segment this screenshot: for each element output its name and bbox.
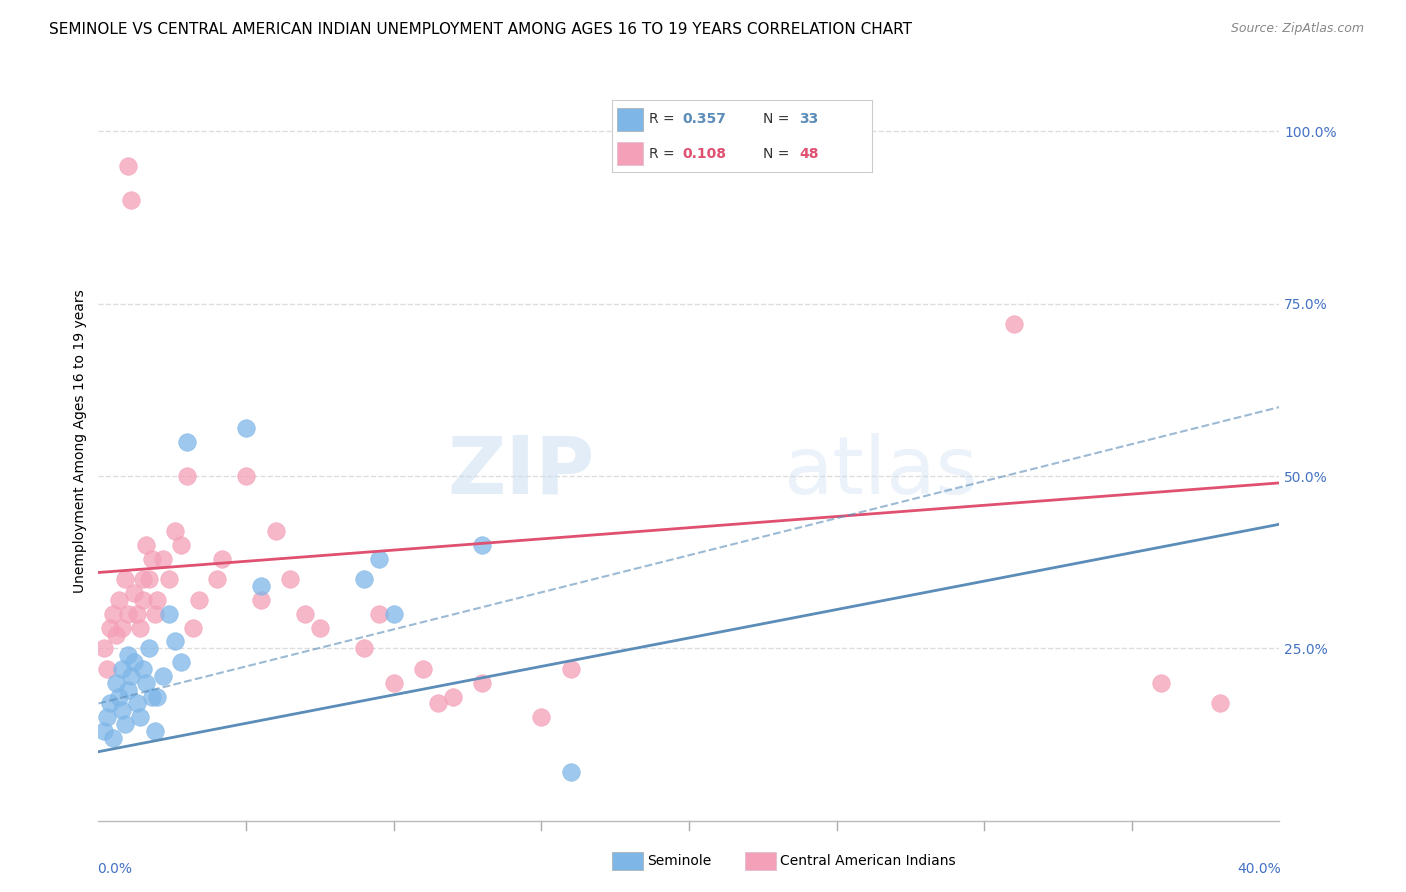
Point [205, 573, 228, 587]
Point [250, 593, 273, 607]
Point [471, 538, 494, 552]
Point [143, 724, 166, 739]
Point [117, 648, 139, 663]
Point [170, 655, 193, 669]
Point [353, 641, 375, 656]
Point [111, 703, 134, 717]
Point [427, 697, 450, 711]
Point [108, 593, 131, 607]
Point [165, 524, 187, 538]
Point [382, 675, 405, 690]
Point [146, 690, 169, 704]
Point [108, 690, 131, 704]
Text: ZIP: ZIP [447, 433, 595, 511]
Point [368, 607, 391, 621]
Point [120, 669, 142, 683]
Text: Central American Indians: Central American Indians [780, 854, 956, 868]
Point [471, 675, 494, 690]
Point [128, 710, 150, 724]
Point [141, 690, 163, 704]
Point [309, 621, 332, 635]
Point [157, 607, 180, 621]
Point [250, 579, 273, 593]
Point [132, 593, 155, 607]
Point [170, 538, 193, 552]
Point [93, 724, 115, 739]
Point [135, 538, 157, 552]
Y-axis label: Unemployment Among Ages 16 to 19 years: Unemployment Among Ages 16 to 19 years [73, 290, 87, 593]
Point [138, 641, 160, 656]
Point [157, 573, 180, 587]
Point [441, 690, 464, 704]
Point [187, 593, 209, 607]
Point [560, 662, 582, 676]
Point [117, 607, 139, 621]
Point [181, 621, 204, 635]
Point [117, 682, 139, 697]
Point [135, 675, 157, 690]
Point [382, 607, 405, 621]
Point [211, 551, 233, 566]
Point [96, 710, 118, 724]
Text: SEMINOLE VS CENTRAL AMERICAN INDIAN UNEMPLOYMENT AMONG AGES 16 TO 19 YEARS CORRE: SEMINOLE VS CENTRAL AMERICAN INDIAN UNEM… [49, 22, 912, 37]
Text: Seminole: Seminole [647, 854, 711, 868]
Point [1002, 318, 1025, 332]
Point [530, 710, 553, 724]
Point [235, 469, 257, 483]
Point [103, 731, 125, 745]
Point [353, 573, 375, 587]
Point [1150, 675, 1173, 690]
Point [128, 621, 150, 635]
Point [560, 765, 582, 780]
Point [114, 717, 136, 731]
Point [152, 669, 174, 683]
Point [120, 194, 142, 208]
Point [111, 662, 134, 676]
Point [111, 621, 134, 635]
Point [176, 434, 198, 449]
Text: 40.0%: 40.0% [1237, 863, 1281, 876]
Point [165, 634, 187, 648]
Point [1209, 697, 1232, 711]
Point [294, 607, 316, 621]
Point [264, 524, 287, 538]
Point [125, 697, 148, 711]
Point [280, 573, 302, 587]
Text: atlas: atlas [783, 433, 977, 511]
Point [117, 159, 139, 173]
Point [152, 551, 174, 566]
Text: 0.0%: 0.0% [97, 863, 132, 876]
Point [132, 573, 155, 587]
Point [103, 607, 125, 621]
Point [143, 607, 166, 621]
Point [122, 655, 145, 669]
Point [146, 593, 169, 607]
Point [105, 627, 128, 641]
Point [122, 586, 145, 600]
Point [93, 641, 115, 656]
Point [98, 621, 121, 635]
Point [105, 675, 128, 690]
Point [368, 551, 391, 566]
Point [235, 421, 257, 435]
Point [176, 469, 198, 483]
Point [98, 697, 121, 711]
Point [141, 551, 163, 566]
Point [96, 662, 118, 676]
Text: Source: ZipAtlas.com: Source: ZipAtlas.com [1230, 22, 1364, 36]
Point [132, 662, 155, 676]
Point [412, 662, 434, 676]
Point [114, 573, 136, 587]
Point [125, 607, 148, 621]
Point [138, 573, 160, 587]
